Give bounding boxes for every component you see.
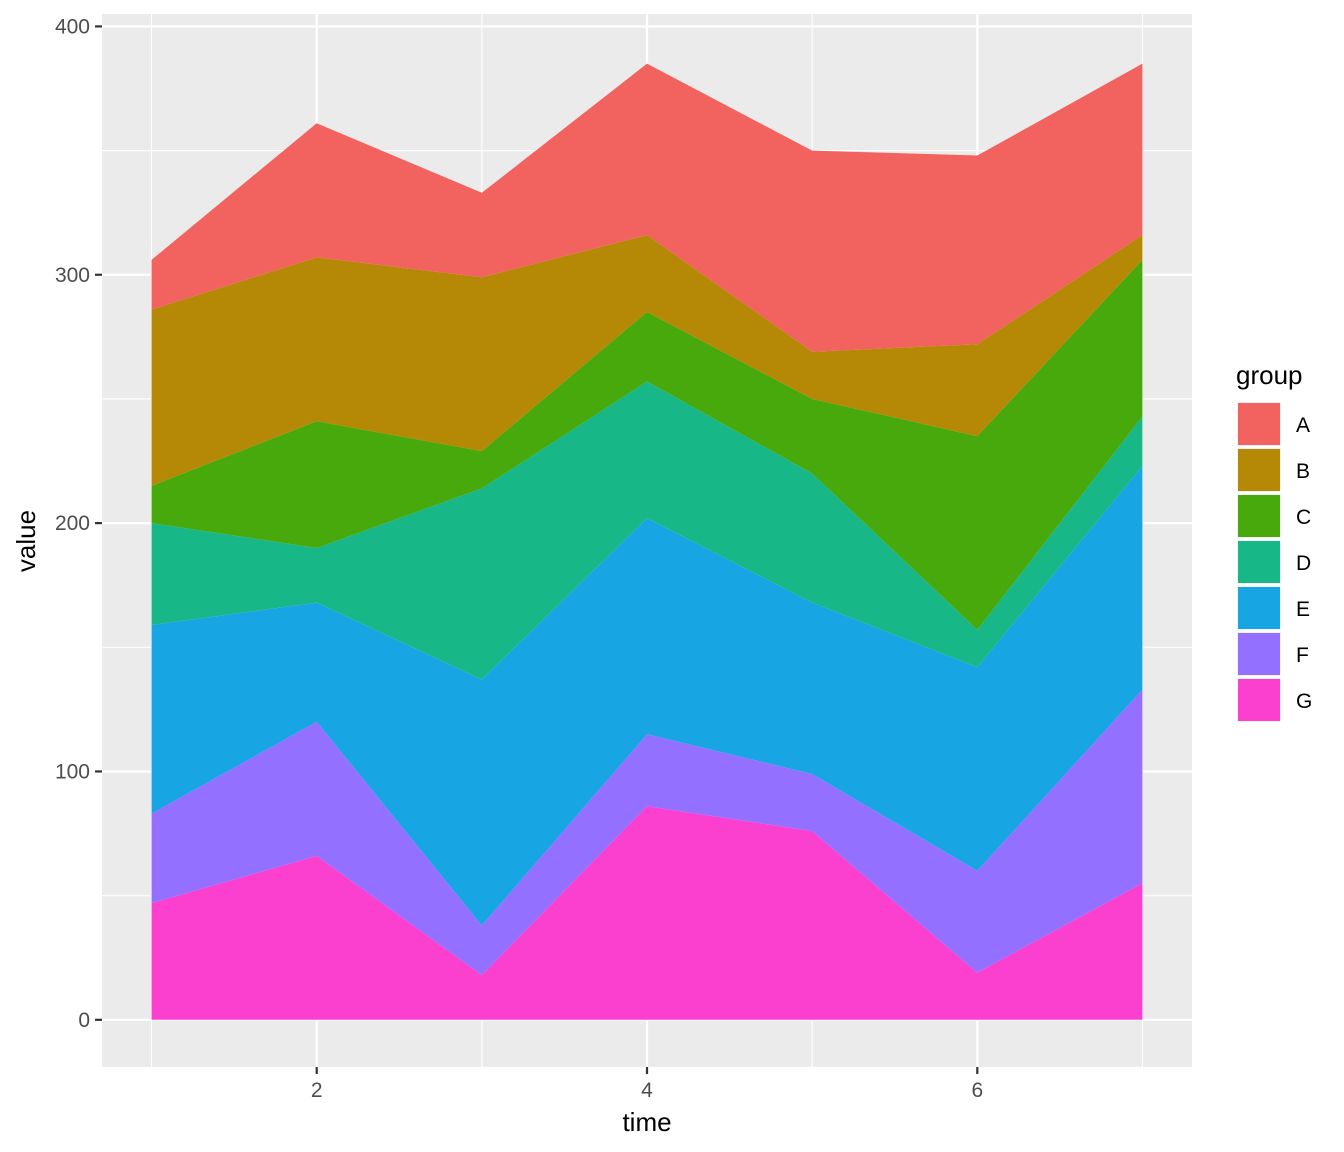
legend-swatch-d	[1238, 541, 1280, 583]
y-tick-label: 100	[55, 760, 90, 783]
area-series-d	[151, 381, 1143, 680]
y-tick-label: 200	[55, 512, 90, 535]
legend-swatch-c	[1238, 495, 1280, 537]
y-tick-label: 400	[55, 15, 90, 38]
legend-label-f: F	[1296, 644, 1309, 667]
area-series-f	[151, 689, 1143, 976]
x-axis-title: time	[622, 1107, 671, 1137]
legend-label-c: C	[1296, 506, 1311, 529]
area-series-e	[151, 466, 1143, 926]
x-axis: 2 4 6	[311, 1067, 983, 1102]
legend-label-g: G	[1296, 690, 1312, 713]
x-tick-label: 2	[311, 1079, 323, 1102]
area-series-g	[151, 806, 1143, 1020]
legend-label-e: E	[1296, 598, 1310, 621]
y-tick-label: 300	[55, 264, 90, 287]
legend-swatch-g	[1238, 679, 1280, 721]
legend-swatch-b	[1238, 449, 1280, 491]
y-axis-title: value	[11, 510, 41, 572]
x-tick-label: 4	[641, 1079, 653, 1102]
area-series-a	[151, 63, 1143, 352]
area-layers	[151, 63, 1143, 1020]
legend-label-d: D	[1296, 552, 1311, 575]
y-tick-label: 0	[78, 1009, 90, 1032]
x-tick-label: 6	[971, 1079, 983, 1102]
legend-swatch-f	[1238, 633, 1280, 675]
legend-swatch-e	[1238, 587, 1280, 629]
area-series-b	[151, 235, 1143, 486]
area-series-c	[151, 259, 1143, 630]
legend-label-b: B	[1296, 460, 1310, 483]
legend-swatch-a	[1238, 403, 1280, 445]
legend-label-a: A	[1296, 414, 1310, 437]
y-axis: 0 100 200 300 400	[55, 15, 102, 1032]
legend-title: group	[1236, 360, 1303, 390]
